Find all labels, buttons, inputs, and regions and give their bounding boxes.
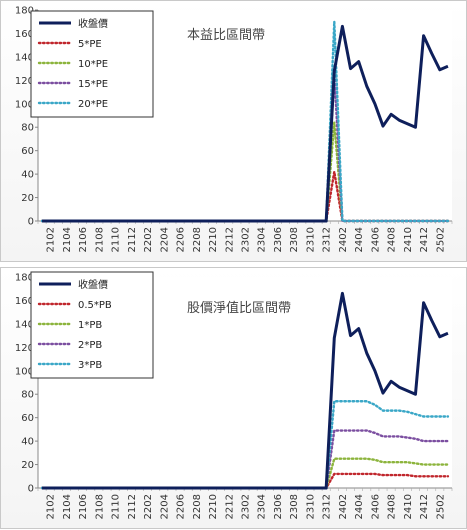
- x-tick-label: 2210: [208, 227, 219, 252]
- y-tick-label: 40: [21, 170, 34, 181]
- y-tick-label: 120: [15, 76, 34, 87]
- legend-label-1: 0.5*PB: [78, 300, 112, 311]
- y-tick-label: 120: [15, 343, 34, 354]
- y-tick-label: 180: [15, 273, 34, 284]
- y-tick-label: 60: [21, 146, 34, 157]
- x-tick-label: 2408: [387, 494, 398, 519]
- legend-label-3: 15*PE: [78, 79, 108, 90]
- y-tick-label: 140: [15, 52, 34, 63]
- x-tick-label: 2104: [62, 227, 73, 252]
- pe-band-chart: 0 20 40 60 80 100 120 140 160 180 2102 2104 2106 2108…: [15, 6, 453, 252]
- x-tick-label: 2102: [46, 494, 57, 519]
- legend-label-1: 5*PE: [78, 39, 102, 50]
- y-tick-label: 20: [21, 193, 34, 204]
- x-tick-label: 2404: [354, 494, 365, 519]
- x-tick-label: 2112: [127, 227, 138, 252]
- series-line-0: [42, 24, 449, 223]
- x-tick-label: 2304: [257, 227, 268, 252]
- pb-band-chart-panel: 0 20 40 60 80 100 120 140 160 180 2102 2104 2106 2108…: [0, 267, 467, 529]
- x-tick-label: 2310: [305, 494, 316, 519]
- y-tick-label: 40: [21, 437, 34, 448]
- x-tick-label: 2110: [111, 227, 122, 252]
- x-tick-label: 2402: [338, 494, 349, 519]
- x-tick-label: 2108: [94, 227, 105, 252]
- x-tick-label: 2202: [143, 494, 154, 519]
- pe-band-chart-panel: 0 20 40 60 80 100 120 140 160 180 2102 2104 2106 2108…: [0, 0, 467, 262]
- x-tick-label: 2406: [370, 227, 381, 252]
- x-tick-label: 2206: [176, 227, 187, 252]
- x-tick-label: 2412: [419, 494, 430, 519]
- x-tick-label: 2106: [78, 227, 89, 252]
- y-tick-label: 0: [28, 484, 34, 495]
- y-tick-label: 140: [15, 319, 34, 330]
- x-tick-label: 2312: [322, 494, 333, 519]
- x-tick-label: 2302: [241, 227, 252, 252]
- y-tick-label: 180: [15, 6, 34, 17]
- x-tick-label: 2208: [192, 494, 203, 519]
- x-tick-label: 2102: [46, 227, 57, 252]
- legend-label-0: 收盤價: [78, 17, 108, 30]
- x-tick-label: 2310: [305, 227, 316, 252]
- x-tick-label: 2308: [289, 227, 300, 252]
- y-tick-label: 80: [21, 390, 34, 401]
- x-tick-label: 2312: [322, 227, 333, 252]
- series-line-0: [42, 291, 449, 490]
- y-tick-label: 80: [21, 123, 34, 134]
- legend-label-2: 10*PE: [78, 59, 108, 70]
- x-tick-label: 2206: [176, 494, 187, 519]
- x-tick-label: 2404: [354, 227, 365, 252]
- pb-band-chart: 0 20 40 60 80 100 120 140 160 180 2102 2104 2106 2108…: [15, 271, 453, 519]
- x-tick-label: 2108: [94, 494, 105, 519]
- y-tick-label: 100: [15, 366, 34, 377]
- y-tick-label: 60: [21, 413, 34, 424]
- x-tick-label: 2412: [419, 227, 430, 252]
- chart-title: 本益比區間帶: [187, 28, 265, 43]
- x-tick-label: 2308: [289, 494, 300, 519]
- x-tick-label: 2204: [159, 494, 170, 519]
- legend-label-4: 3*PB: [78, 360, 102, 371]
- y-tick-label: 160: [15, 296, 34, 307]
- legend-label-3: 2*PB: [78, 340, 102, 351]
- x-tick-label: 2306: [273, 227, 284, 252]
- y-tick-label: 160: [15, 29, 34, 40]
- x-tick-label: 2304: [257, 494, 268, 519]
- x-tick-label: 2306: [273, 494, 284, 519]
- x-tick-label: 2410: [403, 494, 414, 519]
- x-tick-label: 2212: [224, 494, 235, 519]
- x-tick-label: 2302: [241, 494, 252, 519]
- x-tick-label: 2408: [387, 227, 398, 252]
- y-tick-label: 100: [15, 99, 34, 110]
- x-tick-label: 2210: [208, 494, 219, 519]
- x-tick-label: 2406: [370, 494, 381, 519]
- x-tick-label: 2106: [78, 494, 89, 519]
- y-tick-label: 20: [21, 460, 34, 471]
- y-tick-label: 0: [28, 217, 34, 228]
- chart-title: 股價淨值比區間帶: [187, 300, 291, 316]
- x-tick-label: 2110: [111, 494, 122, 519]
- x-tick-label: 2112: [127, 494, 138, 519]
- x-tick-label: 2402: [338, 227, 349, 252]
- x-tick-label: 2502: [435, 494, 446, 519]
- x-tick-label: 2212: [224, 227, 235, 252]
- x-tick-label: 2502: [435, 227, 446, 252]
- x-tick-label: 2202: [143, 227, 154, 252]
- legend-label-4: 20*PE: [78, 99, 108, 110]
- x-tick-label: 2208: [192, 227, 203, 252]
- x-tick-label: 2104: [62, 494, 73, 519]
- legend-label-0: 收盤價: [78, 278, 108, 291]
- legend-label-2: 1*PB: [78, 320, 102, 331]
- x-tick-label: 2204: [159, 227, 170, 252]
- x-tick-label: 2410: [403, 227, 414, 252]
